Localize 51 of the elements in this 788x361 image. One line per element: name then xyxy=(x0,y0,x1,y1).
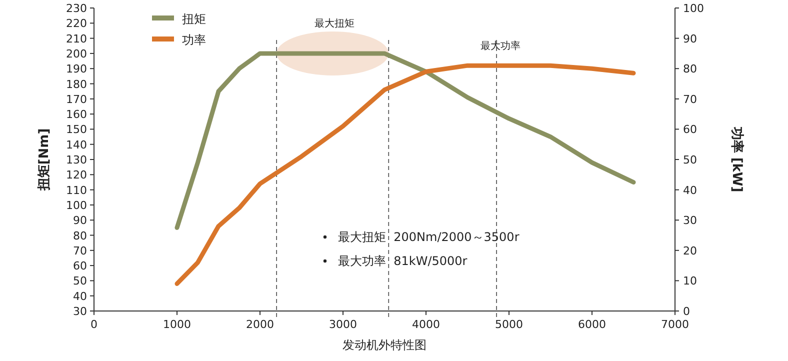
y2-tick-label: 30 xyxy=(683,214,697,228)
y2-tick-label: 60 xyxy=(683,123,697,136)
y2-axis-title: 功率 [kW] xyxy=(729,126,745,192)
line-series xyxy=(174,63,636,286)
y-tick-label: 220 xyxy=(66,17,87,30)
x-tick-label: 1000 xyxy=(163,318,191,331)
annotation: 最大功率 81kW/5000r xyxy=(338,254,468,268)
y-tick-label: 30 xyxy=(73,305,87,318)
legend-label: 功率 xyxy=(182,33,206,47)
y2-tick-label: 70 xyxy=(683,92,697,106)
y2-tick-label: 90 xyxy=(683,32,697,46)
y-tick-label: 190 xyxy=(66,62,87,76)
x-axis-title: 发动机外特性图 xyxy=(342,338,426,352)
x-tick-label: 2000 xyxy=(246,318,274,331)
y-tick-label: 170 xyxy=(66,92,87,106)
y-tick-label: 90 xyxy=(73,214,87,228)
y-tick-label: 40 xyxy=(73,290,87,303)
y2-tick-label: 100 xyxy=(683,2,704,15)
y2-tick-label: 10 xyxy=(683,274,697,288)
y-tick-label: 230 xyxy=(66,2,87,15)
x-tick-label: 6000 xyxy=(578,318,606,331)
y-tick-label: 150 xyxy=(66,123,87,136)
y-tick-label: 100 xyxy=(66,198,87,212)
y2-tick-label: 0 xyxy=(683,305,690,318)
y2-tick-label: 80 xyxy=(683,62,697,76)
y-tick-label: 50 xyxy=(73,274,87,288)
y-tick-label: 130 xyxy=(66,154,87,166)
legend-label: 扭矩 xyxy=(182,12,206,26)
x-tick-label: 0 xyxy=(90,318,98,331)
x-tick-label: 5000 xyxy=(495,318,523,331)
annotation: 最大扭矩 xyxy=(314,17,355,30)
y2-tick-label: 20 xyxy=(683,244,697,258)
x-tick-label: 7000 xyxy=(661,318,689,331)
y-tick-label: 210 xyxy=(66,32,87,46)
y-tick-label: 70 xyxy=(73,244,87,258)
y-axis-title: 扭矩[Nm] xyxy=(37,128,52,192)
x-tick-label: 4000 xyxy=(412,318,440,331)
y-tick-label: 200 xyxy=(66,47,87,60)
y2-tick-label: 50 xyxy=(683,154,697,166)
y-tick-label: 110 xyxy=(66,184,87,197)
y-tick-label: 60 xyxy=(73,260,87,273)
y-tick-label: 140 xyxy=(66,138,87,152)
y2-tick-label: 40 xyxy=(683,184,697,197)
x-tick-label: 3000 xyxy=(329,318,357,331)
annotation: 最大扭矩 200Nm/2000～3500r xyxy=(338,230,520,244)
y-tick-label: 160 xyxy=(66,108,87,122)
y-tick-label: 80 xyxy=(73,229,87,242)
y-tick-label: 180 xyxy=(66,78,87,91)
annotation: 最大功率 xyxy=(480,40,521,52)
y-tick-label: 120 xyxy=(66,168,87,182)
line-series xyxy=(174,51,636,230)
